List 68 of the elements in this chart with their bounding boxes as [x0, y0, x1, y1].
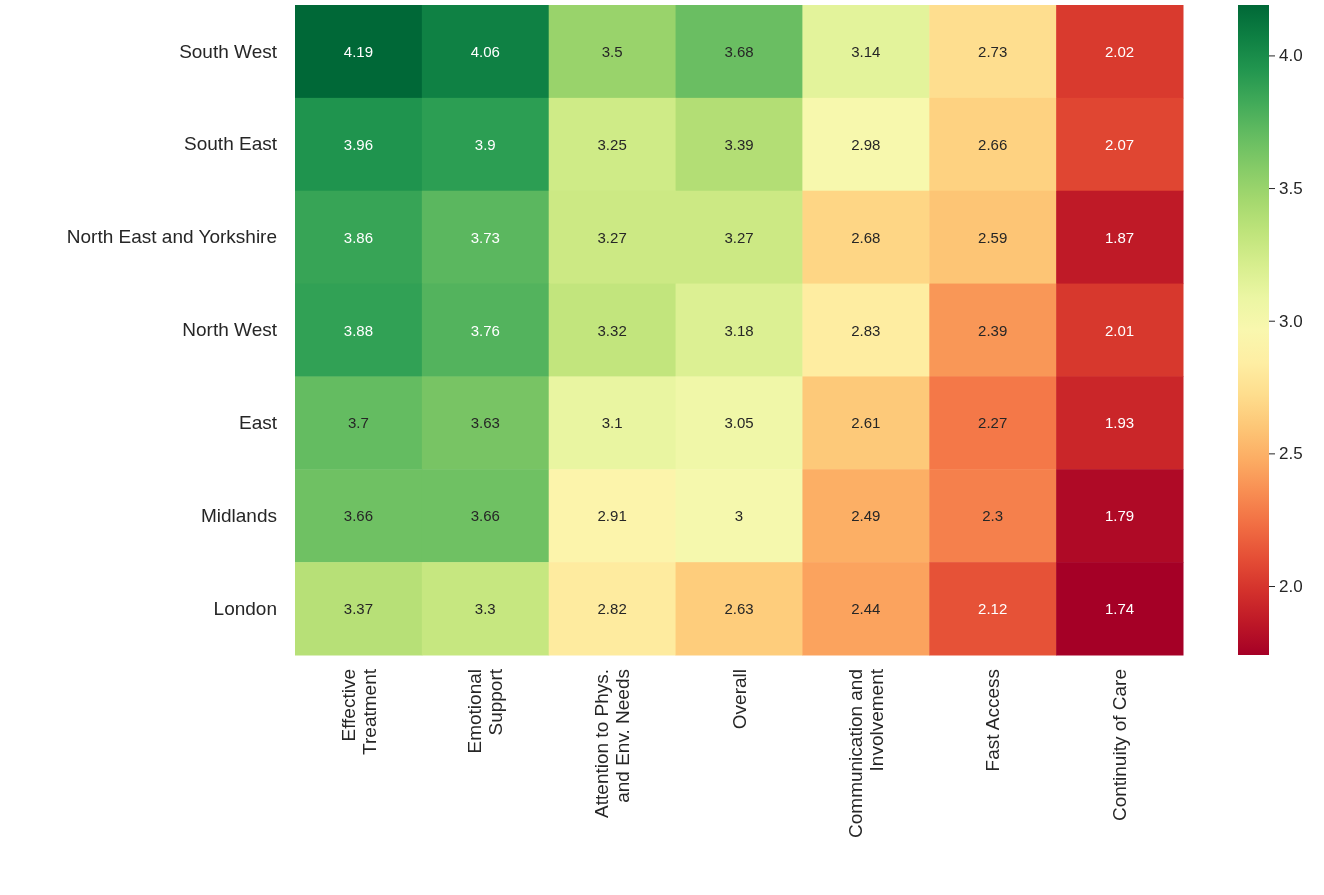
data-label: 3.5 — [601, 42, 623, 60]
data-label: 1.79 — [1104, 507, 1135, 525]
y-tick-label: North East and Yorkshire — [66, 226, 277, 248]
data-label: 2.83 — [851, 321, 881, 339]
y-tick-label: South East — [184, 133, 278, 155]
data-label: 2.61 — [851, 414, 881, 432]
data-label: 3.1 — [601, 414, 623, 432]
x-tick-label: Overall — [728, 669, 750, 730]
y-tick-label: East — [238, 411, 278, 433]
data-label: 2.02 — [1104, 42, 1135, 60]
data-label: 2.91 — [597, 507, 627, 525]
data-label: 1.74 — [1104, 600, 1135, 618]
color-bar-label: 2.5 — [1279, 444, 1303, 464]
data-label: 2.63 — [724, 600, 754, 618]
x-tick-label: Fast Access — [982, 669, 1004, 772]
data-label: 3.25 — [597, 135, 627, 153]
data-label: 4.06 — [470, 42, 500, 60]
data-label: 1.93 — [1104, 414, 1135, 432]
data-label: 4.19 — [343, 42, 374, 60]
y-tick-label: Midlands — [200, 504, 277, 526]
color-bar-label: 3.5 — [1279, 179, 1303, 198]
data-label: 3.39 — [724, 135, 754, 153]
y-tick-label: North West — [182, 319, 278, 341]
data-label: 2.98 — [851, 135, 881, 153]
data-label: 2.68 — [851, 228, 881, 246]
data-label: 3.27 — [597, 228, 627, 246]
y-tick-label: London — [213, 597, 277, 619]
color-bar-label: 3.0 — [1279, 311, 1303, 331]
data-label: 3.3 — [474, 600, 496, 618]
data-label: 3.9 — [474, 135, 496, 153]
data-label: 2.73 — [978, 42, 1008, 60]
x-tick-label: Communication and Involvement — [845, 668, 887, 838]
data-label: 3.96 — [343, 135, 374, 153]
data-label: 3.88 — [343, 321, 374, 339]
data-label: 3.14 — [851, 42, 881, 60]
data-label: 1.87 — [1104, 228, 1135, 246]
data-label: 3.27 — [724, 228, 754, 246]
data-label: 3.68 — [724, 42, 754, 60]
data-label: 2.27 — [978, 414, 1008, 432]
x-tick-label: Effective Treatment — [337, 668, 380, 755]
color-bar-label: 2.0 — [1279, 576, 1303, 596]
data-label: 3.32 — [597, 321, 627, 339]
x-tick-label: Emotional Support — [464, 668, 507, 754]
data-label: 3.76 — [470, 321, 500, 339]
data-label: 3.7 — [348, 414, 369, 432]
data-label: 2.07 — [1104, 135, 1135, 153]
data-label: 2.66 — [978, 135, 1008, 153]
data-label: 2.3 — [982, 507, 1004, 525]
data-label: 2.39 — [978, 321, 1008, 339]
x-tick-label: Attention to Phys. and Env. Needs — [591, 669, 634, 818]
data-label: 3.66 — [343, 507, 374, 525]
data-label: 3.73 — [470, 228, 500, 246]
data-label: 2.59 — [978, 228, 1008, 246]
data-label: 3.63 — [470, 414, 500, 432]
data-label: 3.05 — [724, 414, 754, 432]
data-label: 2.49 — [851, 507, 881, 525]
data-label: 3.37 — [343, 600, 374, 618]
data-label: 3.18 — [724, 321, 754, 339]
data-label: 2.12 — [978, 600, 1008, 618]
data-label: 3.86 — [343, 228, 374, 246]
y-tick-label: South West — [179, 40, 278, 62]
data-label: 2.01 — [1104, 321, 1135, 339]
x-tick-label: Continuity of Care — [1109, 669, 1131, 822]
data-label: 2.44 — [851, 600, 881, 618]
data-label: 2.82 — [597, 600, 627, 618]
color-bar-label: 4.0 — [1279, 46, 1303, 66]
data-label: 3.66 — [470, 507, 500, 525]
data-label: 3 — [734, 507, 744, 525]
